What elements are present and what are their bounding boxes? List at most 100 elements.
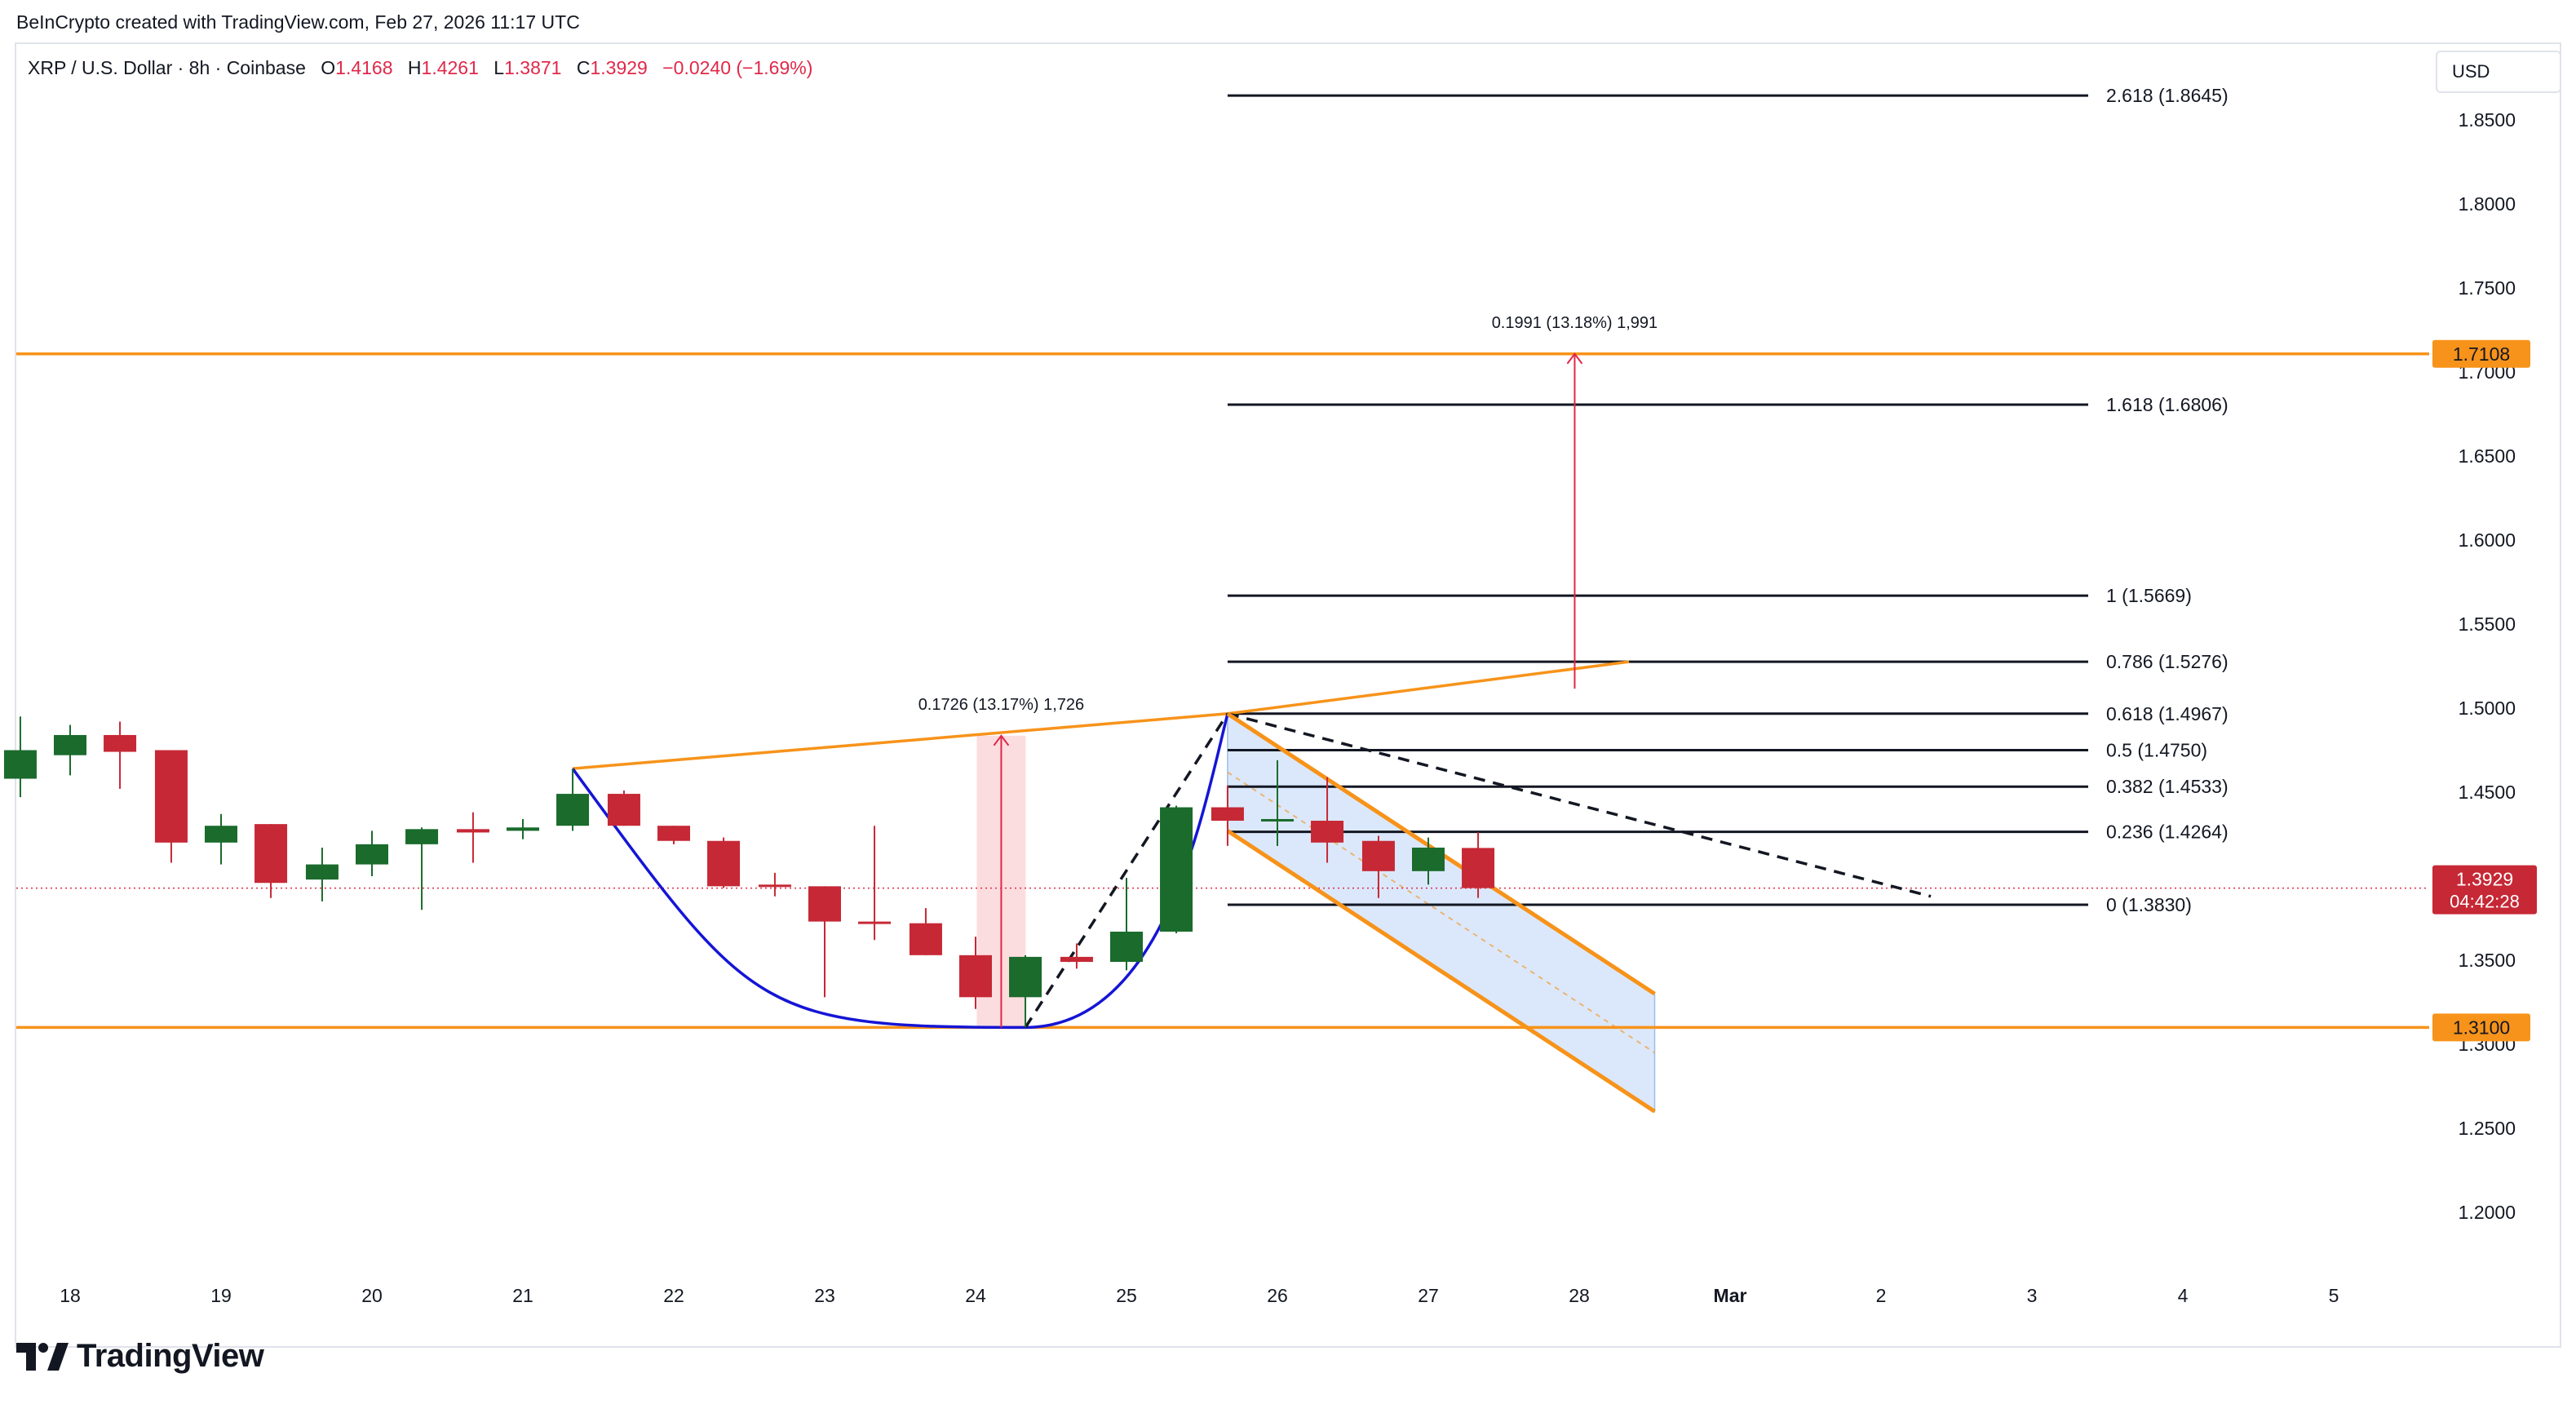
currency-selector[interactable]: USD [2436,51,2561,93]
tradingview-logo[interactable]: TradingView [16,1338,264,1375]
candle-body [104,734,137,752]
y-tick-label: 1.6500 [2459,445,2516,467]
candle-body [707,840,741,887]
candle-body [405,829,439,844]
price-tag-text: 1.3100 [2453,1017,2510,1038]
price-tag-1.3100 [2432,1013,2530,1042]
candle [858,826,892,941]
candle-body [657,826,690,841]
candle-body [1110,931,1143,963]
y-tick-label: 1.5000 [2459,698,2516,719]
candle-body [1361,840,1395,871]
candle [3,716,37,798]
fib-label: 0.786 (1.5276) [2106,651,2229,672]
measure-left-arrowhead [993,734,1010,746]
candle-body [3,750,37,779]
open-label: O [321,57,336,78]
fib-label: 1.618 (1.6806) [2106,394,2229,415]
candle-body [1311,821,1344,843]
chart-frame [15,42,2561,1348]
y-tick-label: 1.8000 [2459,193,2516,215]
candle-body [205,826,237,843]
fib-label: 0.382 (1.4533) [2106,776,2229,797]
candle-body [255,824,288,884]
y-tick-label: 1.7500 [2459,277,2516,299]
fib-label: 0.5 (1.4750) [2106,740,2207,761]
y-tick-label: 1.8500 [2459,109,2516,131]
fib-label: 0.618 (1.4967) [2106,703,2229,724]
candle [1462,832,1495,898]
candle [356,831,388,876]
candle [909,908,942,955]
candle [657,826,690,844]
candle-body [607,794,640,826]
candle-body [959,955,992,998]
candle-body [1060,956,1093,963]
dashed-projection-1 [1227,712,1932,898]
channel-midline [1227,771,1656,1054]
x-tick-label: 20 [361,1285,383,1306]
x-tick-label: 25 [1116,1285,1137,1306]
symbol-name[interactable]: XRP / U.S. Dollar · 8h · Coinbase [28,57,306,78]
candle [255,824,288,898]
x-tick-label: 3 [2027,1285,2038,1306]
fib-label: 0.236 (1.4264) [2106,822,2229,843]
x-tick-label: 5 [2329,1285,2339,1306]
x-tick-label: 26 [1267,1285,1288,1306]
close-label: C [576,57,591,78]
x-tick-label: 28 [1569,1285,1590,1306]
open-value: 1.4168 [335,57,393,78]
tradingview-logo-icon [16,1342,69,1371]
candle [556,769,590,831]
candle-body [356,844,388,865]
y-tick-label: 1.4500 [2459,782,2516,803]
channel-lower-line [1226,829,1656,1114]
fib-label: 0 (1.3830) [2106,894,2192,915]
dashed-projection-0 [1024,712,1229,1029]
candle-body [1412,847,1445,871]
y-tick-label: 1.6000 [2459,529,2516,551]
candle [1361,835,1395,898]
fib-label: 1 (1.5669) [2106,585,2192,606]
candle [1412,837,1445,885]
candle-body [1462,848,1495,888]
close-value: 1.3929 [590,57,648,78]
current-price-tag [2432,865,2537,915]
candle-body [507,827,539,831]
bar-countdown: 04:42:28 [2450,892,2520,912]
low-label: L [494,57,505,78]
high-label: H [407,57,422,78]
candle [507,818,539,839]
chart-credit: BeInCrypto created with TradingView.com,… [16,11,580,33]
candle [1060,943,1093,969]
candle [104,721,137,789]
low-value: 1.3871 [504,57,562,78]
price-tag-text: 1.7108 [2453,343,2510,365]
candle-body [1160,807,1193,932]
tradingview-logo-text: TradingView [77,1338,264,1374]
candle [607,790,640,826]
candle [959,937,992,1009]
current-price-value: 1.3929 [2456,869,2513,890]
candle [808,886,841,998]
x-tick-label: 23 [814,1285,835,1306]
x-tick-label: Mar [1714,1285,1747,1306]
candle [1110,878,1143,971]
candle [1261,760,1294,846]
candle [205,813,237,865]
candle [154,750,188,863]
candle [1160,805,1193,934]
measure-right-label: 0.1991 (13.18%) 1,991 [1492,314,1658,332]
candle [456,812,489,863]
candle-body [154,750,188,843]
fib-label: 2.618 (1.8645) [2106,85,2229,106]
x-tick-label: 2 [1876,1285,1887,1306]
x-tick-label: 19 [210,1285,232,1306]
candle-body [1211,807,1244,822]
price-tag-1.7108 [2432,339,2530,368]
candle [405,827,439,910]
x-tick-label: 4 [2178,1285,2189,1306]
high-value: 1.4261 [421,57,479,78]
candle-body [1261,818,1294,822]
